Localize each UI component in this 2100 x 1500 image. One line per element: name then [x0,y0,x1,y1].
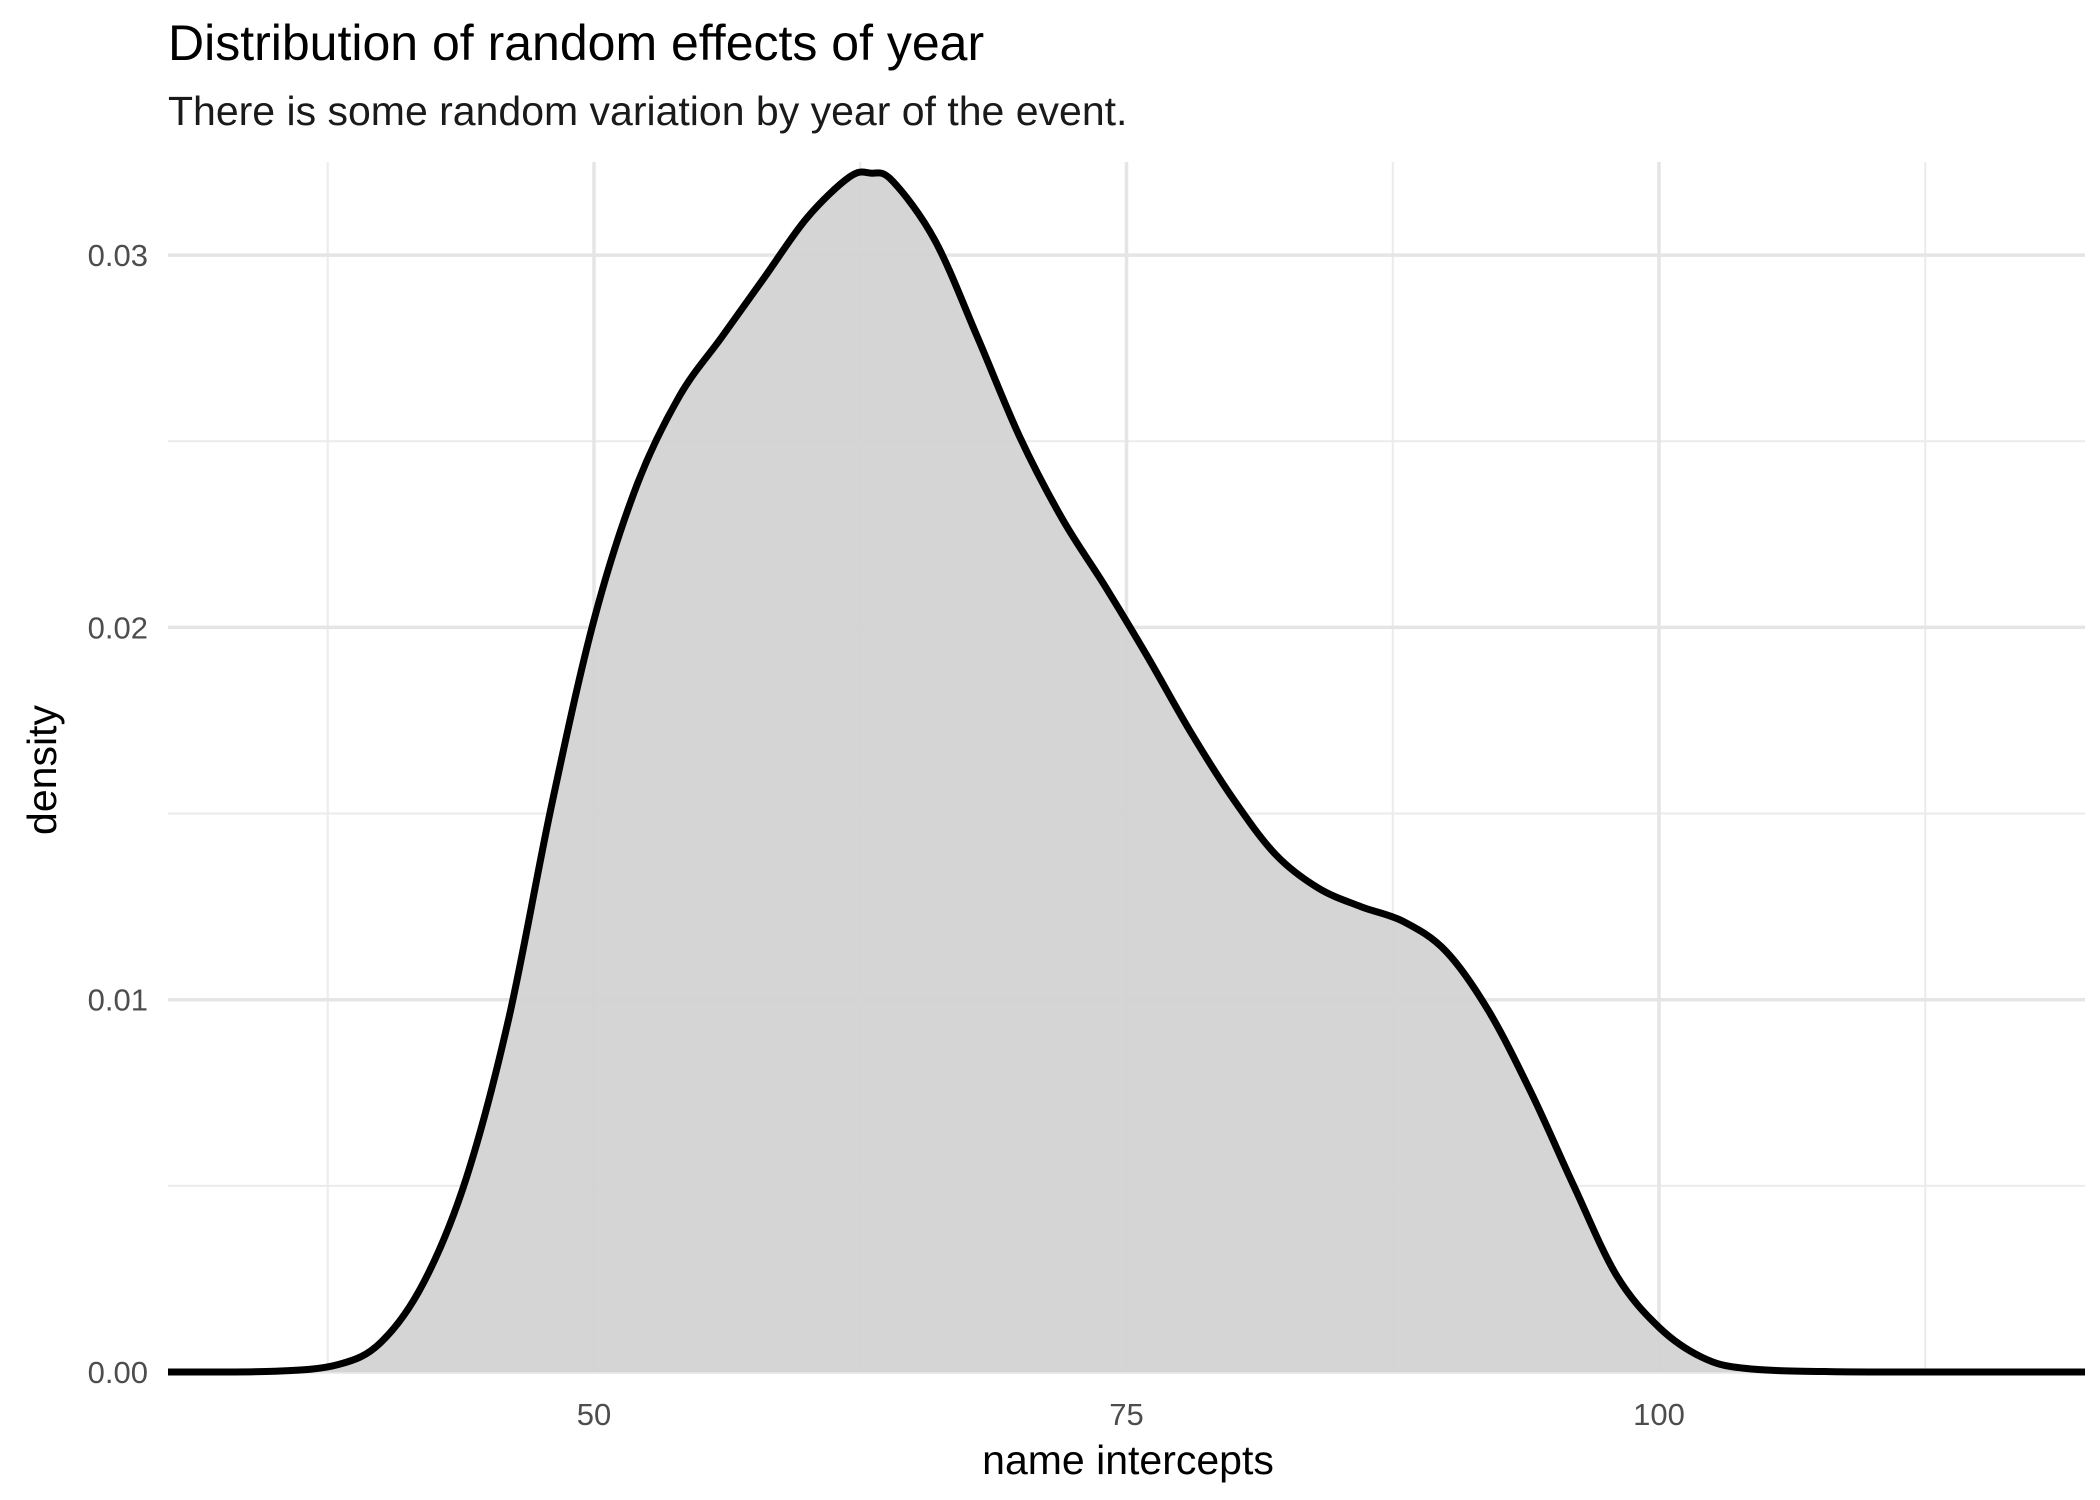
y-tick-label: 0.01 [88,983,148,1018]
y-tick-label: 0.00 [88,1355,148,1390]
density-area-layer [167,168,2086,1376]
x-tick-label: 75 [1109,1397,1143,1432]
density-line [167,168,2086,1376]
x-tick-label: 50 [577,1397,611,1432]
y-tick-label: 0.03 [88,238,148,273]
y-axis-label: density [19,705,65,835]
x-tick-label: 100 [1633,1397,1685,1432]
chart-subtitle: There is some random variation by year o… [168,88,1128,134]
density-fill [168,172,2085,1373]
axis-layer: 50 75 100 0.00 0.01 0.02 0.03 [88,238,1685,1432]
chart-title: Distribution of random effects of year [168,15,985,71]
y-tick-label: 0.02 [88,610,148,645]
x-axis-label: name intercepts [982,1437,1274,1483]
